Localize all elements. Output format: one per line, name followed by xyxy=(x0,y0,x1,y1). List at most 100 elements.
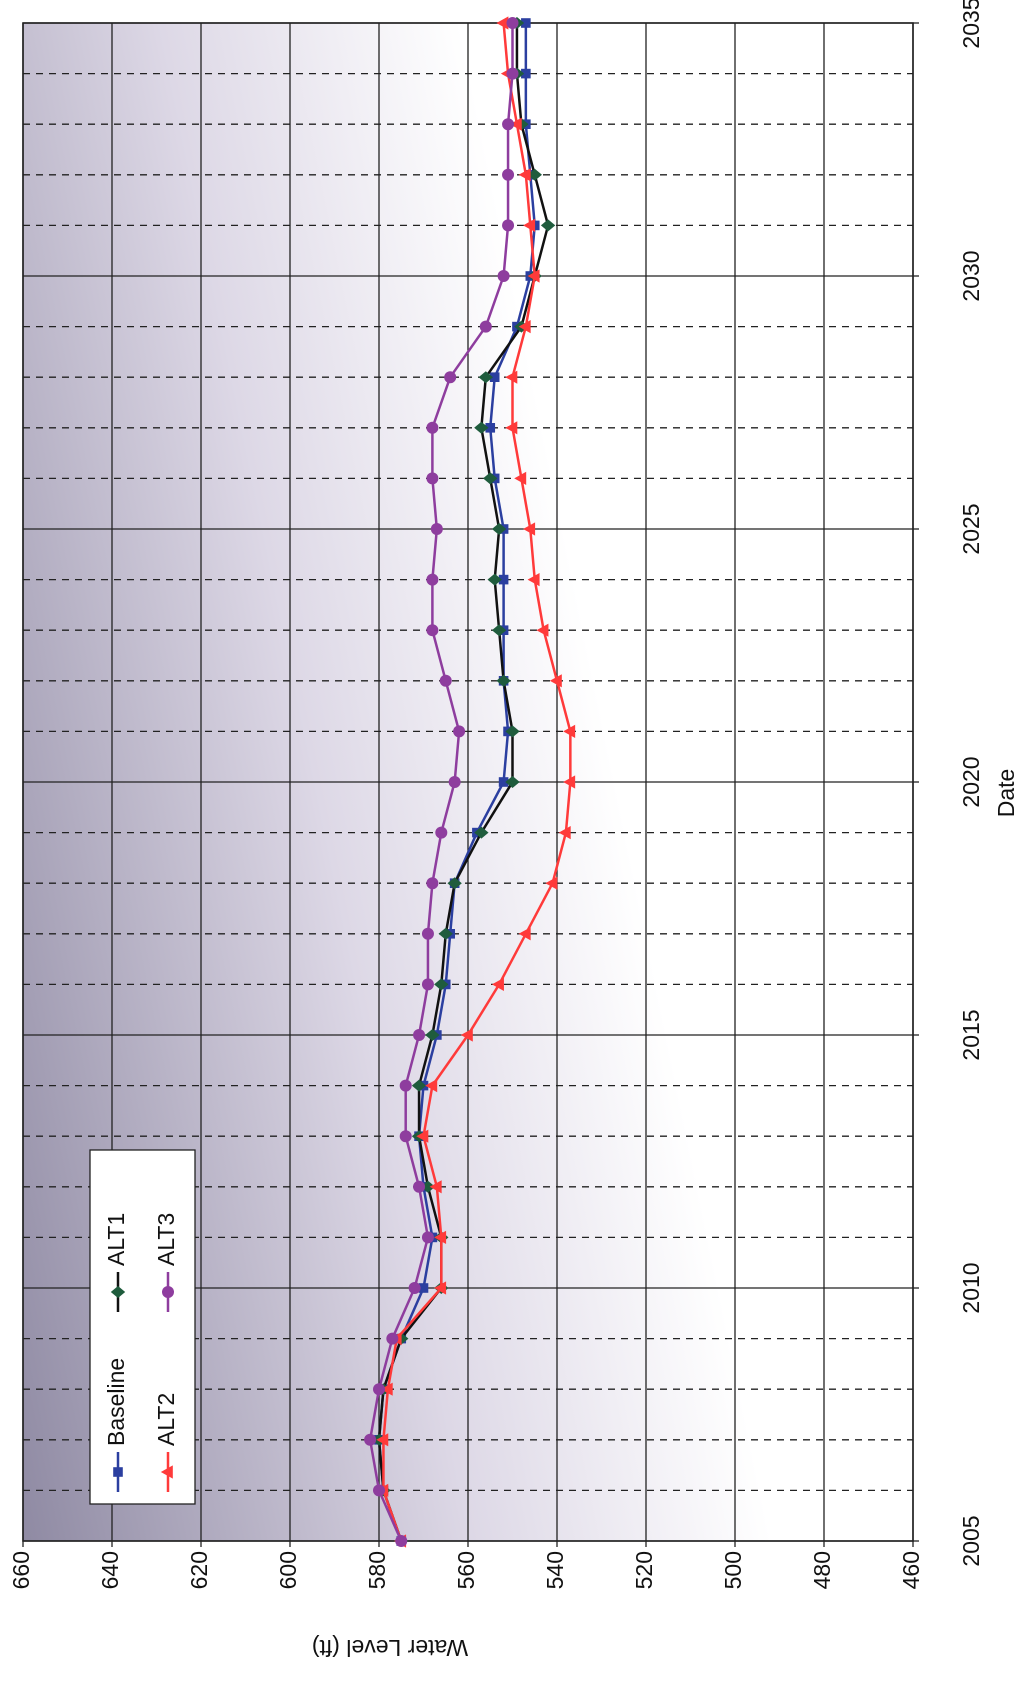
y-tick-label: 660 xyxy=(8,1551,34,1589)
y-axis-label: Water Level (ft) xyxy=(312,1635,468,1661)
marker xyxy=(425,1079,438,1093)
marker xyxy=(498,574,509,585)
legend-label: ALT2 xyxy=(153,1393,179,1446)
y-tick-label: 580 xyxy=(364,1551,390,1589)
marker xyxy=(426,573,439,586)
marker xyxy=(380,1382,393,1396)
y-tick-label: 560 xyxy=(453,1551,479,1589)
marker xyxy=(540,219,556,232)
marker xyxy=(506,17,519,29)
marker xyxy=(523,218,536,232)
marker xyxy=(502,118,515,131)
marker xyxy=(527,573,540,587)
x-axis-label: Date xyxy=(993,769,1019,818)
rotated-chart: Water Level (ft) Date 460 480 500 520 540 560… xyxy=(8,0,1019,1661)
marker xyxy=(474,421,489,434)
marker xyxy=(421,1231,434,1244)
marker xyxy=(439,674,452,687)
x-tick-label: 2030 xyxy=(958,250,984,301)
marker xyxy=(509,117,522,131)
marker xyxy=(413,1180,426,1193)
marker xyxy=(113,1467,123,1477)
marker xyxy=(523,522,536,536)
marker xyxy=(505,776,520,788)
marker xyxy=(434,978,449,991)
marker xyxy=(395,1535,408,1547)
marker xyxy=(425,1029,440,1041)
marker xyxy=(110,1286,126,1298)
marker xyxy=(487,573,502,586)
marker xyxy=(162,1286,174,1298)
marker xyxy=(527,168,542,181)
marker xyxy=(421,978,434,991)
marker xyxy=(421,927,434,940)
x-tick-label: 2020 xyxy=(958,756,984,807)
marker xyxy=(545,876,558,890)
marker xyxy=(483,472,498,485)
legend-box xyxy=(89,1149,196,1505)
plot-border xyxy=(22,22,914,1542)
marker xyxy=(435,826,448,839)
marker xyxy=(478,371,493,384)
y-tick-label: 540 xyxy=(542,1551,568,1589)
marker xyxy=(506,67,519,80)
marker xyxy=(558,826,571,840)
y-tick-label: 620 xyxy=(186,1551,212,1589)
marker xyxy=(505,421,518,435)
marker xyxy=(399,1130,412,1143)
marker xyxy=(413,1029,426,1041)
marker xyxy=(429,1180,442,1194)
marker xyxy=(479,320,492,333)
legend-label: Baseline xyxy=(103,1358,129,1446)
x-tick-label: 2010 xyxy=(958,1262,984,1313)
marker xyxy=(496,16,509,30)
marker xyxy=(416,1129,429,1143)
marker xyxy=(408,1282,421,1294)
marker xyxy=(491,624,507,637)
marker xyxy=(527,269,540,283)
marker xyxy=(536,623,549,637)
marker xyxy=(549,674,562,688)
y-tick-label: 640 xyxy=(97,1551,123,1589)
marker xyxy=(521,18,531,28)
marker xyxy=(491,977,504,991)
x-tick-label: 2015 xyxy=(958,1009,984,1060)
marker xyxy=(502,219,515,232)
y-tick-label: 600 xyxy=(275,1551,301,1589)
marker xyxy=(426,624,439,637)
marker xyxy=(411,1079,427,1092)
marker xyxy=(521,68,531,79)
marker xyxy=(386,1332,399,1345)
y-tick-label: 460 xyxy=(898,1551,924,1589)
marker xyxy=(563,775,576,789)
marker xyxy=(497,270,510,282)
y-tick-label: 500 xyxy=(720,1551,746,1589)
marker xyxy=(373,1383,385,1396)
x-tick-label: 2025 xyxy=(958,503,984,554)
marker xyxy=(514,471,527,485)
marker xyxy=(434,1230,447,1244)
marker xyxy=(505,725,520,738)
marker xyxy=(502,168,515,181)
y-tick-label: 480 xyxy=(809,1551,835,1589)
marker xyxy=(453,725,466,738)
marker xyxy=(399,1079,412,1092)
marker xyxy=(430,523,443,535)
legend-label: ALT3 xyxy=(153,1213,179,1266)
marker xyxy=(438,927,453,940)
marker xyxy=(376,1433,389,1447)
marker xyxy=(160,1465,173,1479)
marker xyxy=(563,724,576,738)
marker xyxy=(474,826,489,839)
marker xyxy=(505,370,518,384)
y-tick-label: 520 xyxy=(631,1551,657,1589)
marker xyxy=(418,1283,429,1293)
marker xyxy=(426,421,439,434)
marker xyxy=(364,1433,377,1446)
marker xyxy=(460,1028,473,1042)
marker xyxy=(489,372,500,382)
x-tick-label: 2035 xyxy=(958,0,984,49)
marker xyxy=(373,1484,385,1497)
marker xyxy=(518,320,531,334)
